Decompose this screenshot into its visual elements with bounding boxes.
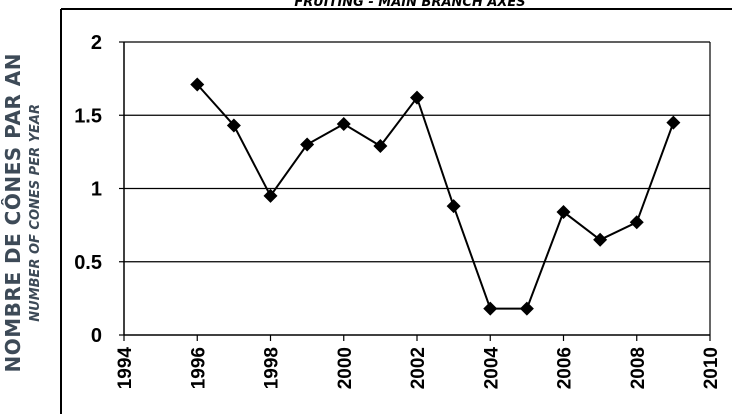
data-point-marker bbox=[556, 204, 571, 219]
x-tick-label: 1998 bbox=[262, 347, 283, 389]
y-axis-label-english: NUMBER OF CONES PER YEAR bbox=[27, 103, 43, 322]
y-tick-label: 0 bbox=[91, 325, 102, 347]
x-tick-label: 2000 bbox=[335, 347, 356, 389]
x-tick-label: 1996 bbox=[188, 347, 209, 389]
data-point-marker bbox=[190, 77, 205, 92]
data-point-marker bbox=[263, 188, 278, 203]
data-point-marker bbox=[300, 137, 315, 152]
data-point-marker bbox=[593, 232, 608, 247]
y-tick-label: 1.5 bbox=[74, 105, 102, 127]
x-tick-label: 2008 bbox=[628, 347, 649, 389]
y-tick-label: 1 bbox=[91, 179, 102, 201]
data-point-marker bbox=[519, 301, 534, 316]
x-tick-label: 2004 bbox=[481, 347, 502, 390]
y-axis-label-french: NOMBRE DE CÔNES PAR AN bbox=[1, 52, 25, 373]
data-point-marker bbox=[226, 118, 241, 133]
data-point-marker bbox=[336, 117, 351, 132]
data-point-marker bbox=[410, 90, 424, 105]
x-tick-label: 2010 bbox=[701, 347, 722, 389]
y-tick-label: 0.5 bbox=[74, 252, 102, 274]
x-tick-label: 2002 bbox=[408, 347, 429, 389]
series-line bbox=[196, 83, 675, 310]
chart-title: FRUITING - MAIN BRANCH AXES bbox=[294, 0, 525, 10]
x-tick-label: 2006 bbox=[555, 347, 576, 389]
y-tick-label: 2 bbox=[91, 32, 102, 54]
data-point-marker bbox=[483, 301, 498, 316]
data-point-marker bbox=[446, 199, 461, 214]
data-point-marker bbox=[629, 215, 644, 230]
x-tick-label: 1994 bbox=[115, 347, 136, 390]
data-point-marker bbox=[666, 115, 681, 130]
data-point-marker bbox=[373, 139, 388, 154]
